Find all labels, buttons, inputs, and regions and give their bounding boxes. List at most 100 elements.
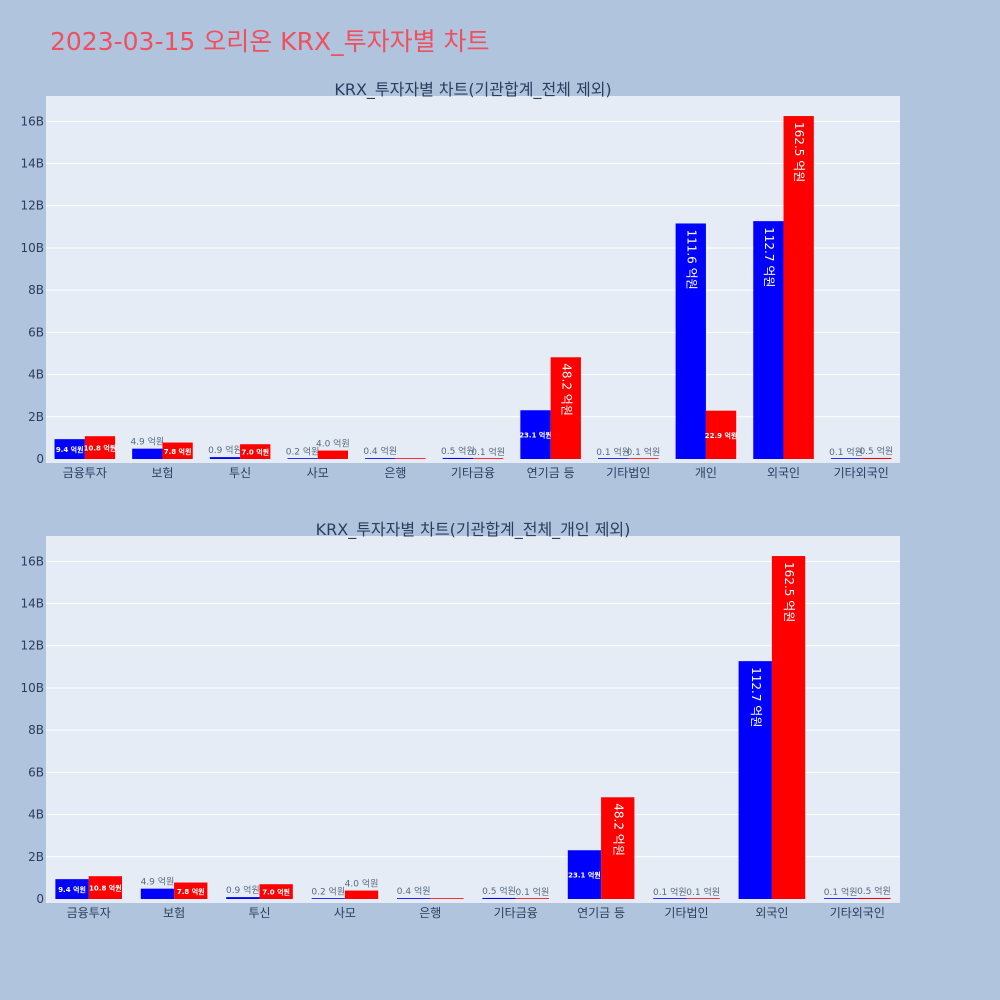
bar: [54, 439, 85, 459]
x-tick-label: 기타외국인: [834, 466, 889, 480]
data-label: 112.7 억원: [749, 667, 763, 727]
bar: [550, 357, 581, 459]
bar: [567, 850, 602, 899]
bar: [395, 458, 426, 459]
data-label: 7.0 억원: [262, 888, 290, 897]
y-tick-label: 6B: [28, 765, 44, 779]
bar: [520, 410, 551, 459]
x-tick-label: 은행: [384, 465, 406, 480]
bar: [738, 661, 772, 899]
bar: [88, 876, 123, 899]
x-tick-label: 연기금 등: [527, 466, 575, 480]
bar: [55, 879, 89, 899]
bar: [601, 797, 635, 899]
data-label: 0.2 억원: [286, 446, 320, 458]
bar: [753, 221, 784, 459]
y-tick-label: 4B: [28, 368, 44, 382]
data-label: 0.9 억원: [226, 884, 260, 896]
y-tick-label: 12B: [20, 639, 44, 653]
data-label: 0.5 억원: [859, 445, 893, 457]
data-label: 0.1 억원: [829, 446, 863, 458]
data-label: 0.4 억원: [397, 885, 431, 897]
chart-title: KRX_투자자별 차트(기관합계_전체_개인 제외): [316, 520, 631, 540]
data-label: 48.2 억원: [559, 363, 573, 416]
data-label: 4.0 억원: [345, 878, 379, 890]
bar: [240, 444, 271, 459]
data-label: 7.8 억원: [164, 447, 192, 456]
bar: [653, 898, 687, 899]
bar: [162, 442, 193, 459]
x-tick-label: 보험: [151, 466, 173, 480]
data-label: 23.1 억원: [519, 431, 552, 440]
data-label: 0.5 억원: [441, 445, 475, 457]
chart-2: 0 2B 4B 6B 8B 10B 12B 14B 16B KRX_투자자별 차트(기관합계_전체…: [20, 520, 900, 920]
y-tick-label: 16B: [20, 114, 44, 128]
data-label: 9.4 억원: [58, 885, 86, 894]
y-tick-label: 14B: [20, 157, 44, 171]
data-label: 7.0 억원: [241, 448, 269, 457]
y-tick-label: 2B: [28, 850, 44, 864]
data-label: 0.1 억원: [824, 886, 858, 898]
data-label: 0.1 억원: [653, 886, 687, 898]
y-tick-label: 0: [36, 892, 44, 906]
data-label: 48.2 억원: [611, 803, 625, 856]
x-tick-label: 사모: [307, 466, 329, 480]
bar: [823, 898, 858, 899]
x-tick-label: 연기금 등: [577, 906, 625, 920]
data-label: 4.0 억원: [316, 438, 350, 450]
data-label: 10.8 억원: [89, 884, 122, 893]
bar: [857, 897, 891, 899]
x-tick-label: 금융투자: [63, 466, 107, 480]
y-tick-label: 2B: [28, 410, 44, 424]
bar: [311, 898, 345, 899]
data-label: 0.9 억원: [208, 444, 242, 456]
x-tick-label: 외국인: [755, 906, 788, 920]
bar: [132, 448, 163, 459]
data-label: 111.6 억원: [684, 229, 698, 289]
x-tick-label: 기타법인: [664, 906, 708, 920]
x-tick-label: 기타법인: [606, 466, 650, 480]
bar: [705, 410, 737, 459]
data-label: 7.8 억원: [177, 887, 205, 896]
data-label: 0.1 억원: [686, 886, 720, 898]
bar: [861, 457, 892, 459]
bar: [442, 457, 473, 459]
data-label: 22.9 억원: [705, 431, 738, 440]
bar: [430, 898, 464, 899]
x-tick-label: 투신: [248, 906, 270, 920]
bar: [482, 897, 516, 899]
data-label: 0.2 억원: [311, 886, 345, 898]
x-tick-label: 기타금융: [494, 906, 538, 920]
data-label: 112.7 억원: [762, 227, 776, 287]
bar: [473, 458, 504, 459]
data-label: 0.1 억원: [515, 886, 549, 898]
x-tick-label: 보험: [163, 906, 185, 920]
bar: [396, 898, 431, 899]
data-label: 0.5 억원: [482, 885, 516, 897]
bar: [515, 898, 550, 899]
page-title: 2023-03-15 오리온 KRX_투자자별 차트: [50, 27, 490, 56]
data-label: 4.9 억원: [130, 436, 164, 448]
y-tick-label: 10B: [20, 241, 44, 255]
bar: [317, 450, 349, 459]
data-label: 0.5 억원: [857, 885, 891, 897]
bar: [140, 888, 175, 899]
data-label: 4.9 억원: [141, 876, 175, 888]
chart-title: KRX_투자자별 차트(기관합계_전체 제외): [334, 80, 611, 100]
bar: [686, 898, 720, 899]
bar: [771, 556, 806, 899]
x-tick-label: 기타금융: [451, 466, 495, 480]
bar: [226, 897, 260, 899]
y-tick-label: 12B: [20, 199, 44, 213]
x-tick-label: 은행: [419, 905, 441, 920]
data-label: 0.1 억원: [471, 446, 505, 458]
bar: [259, 884, 293, 899]
data-label: 0.1 억원: [627, 446, 661, 458]
x-tick-label: 개인: [695, 466, 717, 480]
y-tick-label: 8B: [28, 283, 44, 297]
bar: [365, 458, 396, 459]
x-tick-label: 사모: [334, 906, 356, 920]
bar: [287, 458, 318, 459]
x-tick-label: 투신: [229, 466, 251, 480]
chart-1: 0 2B 4B 6B 8B 10B 12B 14B 16B KRX_투자자별 차트(기관합계_전체…: [20, 80, 900, 480]
